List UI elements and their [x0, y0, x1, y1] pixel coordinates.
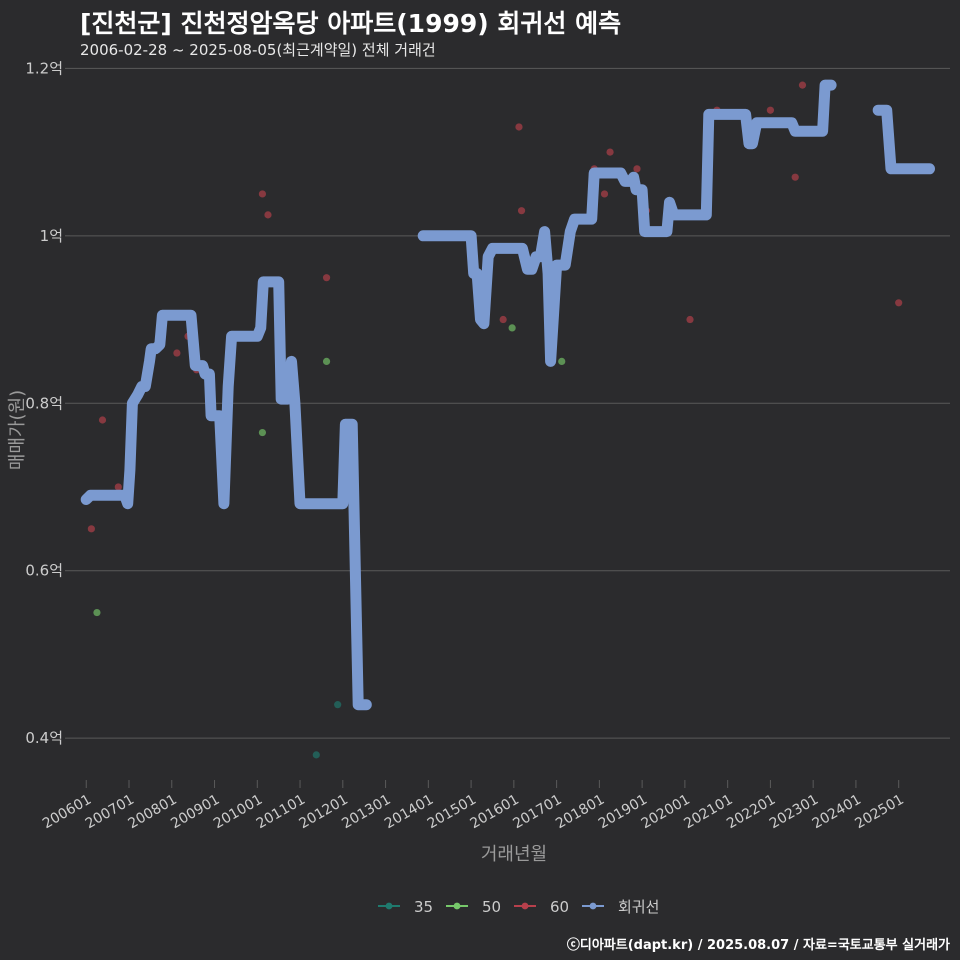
data-point-60 — [517, 207, 526, 215]
data-point-50 — [508, 324, 516, 332]
y-axis-ticks: 0.4억 0.6억 0.8억 1억 1.2억 — [25, 59, 70, 747]
legend: 35 50 60 회귀선 — [378, 898, 659, 916]
data-point-60 — [98, 416, 107, 424]
data-point-60 — [87, 525, 95, 533]
data-point-60 — [600, 190, 609, 198]
legend-label: 50 — [482, 898, 501, 916]
legend-dot — [521, 902, 529, 910]
y-tick-label: 0.4억 — [25, 729, 63, 747]
data-point-60 — [606, 148, 614, 156]
regression-segment — [80, 276, 372, 711]
y-tick-label: 0.6억 — [25, 562, 63, 580]
gridlines — [70, 67, 950, 739]
data-point-60 — [686, 315, 694, 324]
chart-title: [진천군] 진천정암옥당 아파트(1999) 회귀선 예측 — [80, 9, 622, 38]
data-point-50 — [558, 357, 566, 365]
data-point-60 — [633, 165, 641, 173]
data-point-35 — [312, 751, 320, 759]
legend-dot — [385, 902, 393, 910]
data-point-60 — [499, 315, 507, 324]
data-point-60 — [322, 274, 331, 282]
y-tick-label: 1억 — [40, 227, 63, 245]
data-point-60 — [895, 299, 903, 307]
x-axis-ticks: 2006012007012008012009012010012011012012… — [40, 780, 907, 832]
chart-subtitle: 2006-02-28 ~ 2025-08-05(최근계약일) 전체 거래건 — [80, 41, 436, 59]
regression-line — [80, 79, 935, 711]
legend-label: 60 — [550, 898, 569, 916]
data-point-50 — [322, 357, 331, 365]
data-point-60 — [798, 81, 807, 89]
y-tick-label: 1.2억 — [25, 59, 63, 77]
data-point-50 — [258, 428, 267, 437]
data-point-60 — [258, 190, 267, 198]
source-caption: ⓒ디아파트(dapt.kr) / 2025.08.07 / 자료=국토교통부 실… — [566, 938, 950, 953]
legend-label: 회귀선 — [618, 898, 659, 916]
legend-label: 35 — [414, 898, 433, 916]
legend-dot — [589, 902, 597, 910]
data-point-60 — [173, 349, 181, 357]
data-point-60 — [791, 173, 799, 181]
y-tick-label: 0.8억 — [25, 394, 63, 412]
data-point-60 — [515, 123, 523, 131]
x-tick-label: 202501 — [852, 792, 906, 833]
data-point-60 — [766, 106, 775, 114]
data-point-50 — [93, 608, 101, 617]
y-axis-label: 매매가(원) — [7, 390, 28, 470]
legend-dot — [453, 902, 461, 910]
data-point-60 — [264, 211, 272, 219]
data-point-35 — [334, 701, 342, 709]
regression-segment — [417, 79, 837, 367]
data-point-60 — [114, 483, 122, 491]
x-axis-label: 거래년월 — [481, 844, 547, 865]
regression-segment — [872, 104, 935, 175]
